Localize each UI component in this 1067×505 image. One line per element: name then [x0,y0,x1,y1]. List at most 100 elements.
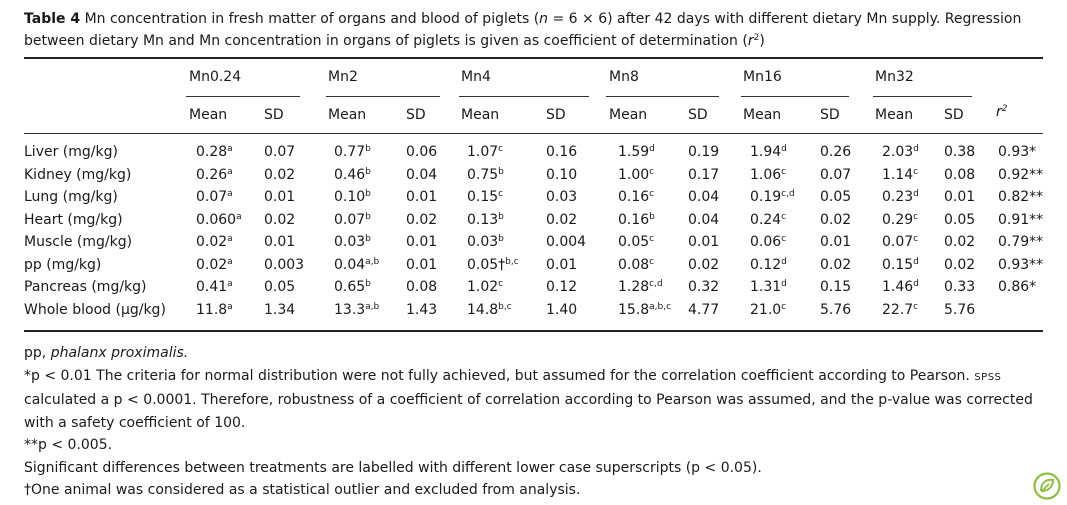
table-row: Whole blood (μg/kg) 11.8a 1.34 13.3a,b 1.43 1… [0,302,1067,324]
cell-value: 0.02 [264,211,296,228]
cell-superscript: b [498,211,504,222]
sd-cell: 0.01 [688,234,719,250]
cell-superscript: c [913,234,919,244]
r2-header: r2 [996,104,1008,120]
row-label: Whole blood (μg/kg) [24,301,166,318]
cell-value: 0.05 [820,189,852,205]
sd-cell: 0.07 [820,167,851,183]
mean-cell: 1.14c [882,167,918,183]
sd-cell: 0.02 [944,234,975,250]
cell-value: 0.10 [546,166,578,183]
mean-cell: 0.28a [196,144,233,160]
sd-cell: 0.05 [820,189,851,205]
sd-cell: 0.04 [688,212,719,228]
cell-superscript: a [227,166,233,177]
cell-value: 0.04 [406,166,438,183]
group-underline [186,96,300,97]
table-bottom-rule [24,330,1043,332]
cell-value: 0.01 [264,234,296,250]
cell-value: 0.07 [820,166,852,183]
note-spss: SPSS [974,371,1002,383]
mean-cell: 0.24c [750,212,786,228]
cell-superscript: b [649,211,655,222]
mean-cell: 1.94d [750,144,787,160]
cell-superscript: b [365,211,371,222]
cell-value: 0.07 [196,189,228,205]
sd-cell: 0.01 [406,234,437,250]
cell-superscript: a [227,234,233,244]
cell-value: 0.16 [546,144,578,160]
cell-value: 0.46 [334,166,366,183]
cell-value: 0.01 [406,189,438,205]
cell-value: 0.01 [820,234,852,250]
cell-value: 0.16 [618,211,650,228]
cell-value: 0.12 [546,279,578,295]
cell-value: 1.94 [750,144,782,160]
sd-cell: 0.01 [264,234,295,250]
group-header-mn2: Mn2 [328,69,358,85]
sd-cell: 0.01 [944,189,975,205]
table-row: Lung (mg/kg) 0.07a 0.01 0.10b 0.01 0.15c 0.03 0… [0,189,1067,211]
cell-superscript: c [649,189,655,199]
sd-cell: 0.01 [264,189,295,205]
r2-cell: 0.79** [998,234,1044,250]
cell-superscript: c [913,301,919,312]
cell-superscript: d [781,256,787,267]
cell-value: 0.38 [944,144,976,160]
cell-value: 0.05 [264,279,296,295]
cell-value: 22.7 [882,301,914,318]
cell-value: 0.004 [546,234,587,250]
mean-cell: 0.15d [882,257,919,273]
cell-superscript: a,b [365,301,380,312]
sd-cell: 0.12 [546,279,577,295]
cell-value: 0.01 [546,256,578,273]
cell-value: 0.02 [820,256,852,273]
mean-cell: 1.28c,d [618,279,663,295]
caption-close: ) [759,33,765,49]
sd-header: SD [820,107,840,123]
mean-cell: 0.03b [467,234,504,250]
cell-superscript: c [498,144,504,154]
cell-superscript: b [365,234,371,244]
mean-cell: 0.07a [196,189,233,205]
cell-value: 0.04 [688,189,720,205]
note-star2: **p < 0.005. [24,437,113,453]
caption-text-2: = 6 × 6) after 42 days with different di… [24,11,1022,49]
mean-cell: 0.12d [750,257,787,273]
cell-superscript: d [913,279,919,289]
sd-cell: 0.01 [546,257,577,273]
cell-value: 1.06 [750,166,782,183]
r2-cell: 0.91** [998,211,1044,228]
sd-header: SD [546,107,566,123]
sd-cell: 0.02 [820,257,851,273]
note-significance: Significant differences between treatmen… [24,459,762,476]
mean-header: Mean [189,107,228,123]
mean-cell: 1.07c [467,144,503,160]
sd-cell: 0.08 [406,279,437,295]
mean-cell: 0.16b [618,212,655,228]
cell-value: 0.04 [688,211,720,228]
cell-value: 0.02 [406,211,438,228]
cell-value: 0.32 [688,279,720,295]
cell-value: 0.15 [467,189,499,205]
group-underline [606,96,719,97]
cell-superscript: c [649,166,655,177]
mean-header: Mean [743,107,782,123]
cell-value: 5.76 [944,301,976,318]
cell-superscript: d [913,256,919,267]
mean-cell: 0.02a [196,257,233,273]
group-underline [326,96,440,97]
sd-cell: 5.76 [944,302,975,318]
mean-cell: 0.29c [882,212,918,228]
cell-superscript: b [365,189,371,199]
cell-value: 0.24 [750,211,782,228]
open-access-leaf-icon[interactable] [1033,472,1061,500]
cell-value: 0.08 [944,166,976,183]
table-top-rule [24,57,1043,59]
table-caption: Table 4 Mn concentration in fresh matter… [24,8,1044,52]
caption-text-1: Mn concentration in fresh matter of orga… [80,11,540,27]
sd-cell: 0.07 [264,144,295,160]
mean-cell: 1.31d [750,279,787,295]
cell-value: 0.02 [546,211,578,228]
cell-superscript: d [913,144,919,154]
